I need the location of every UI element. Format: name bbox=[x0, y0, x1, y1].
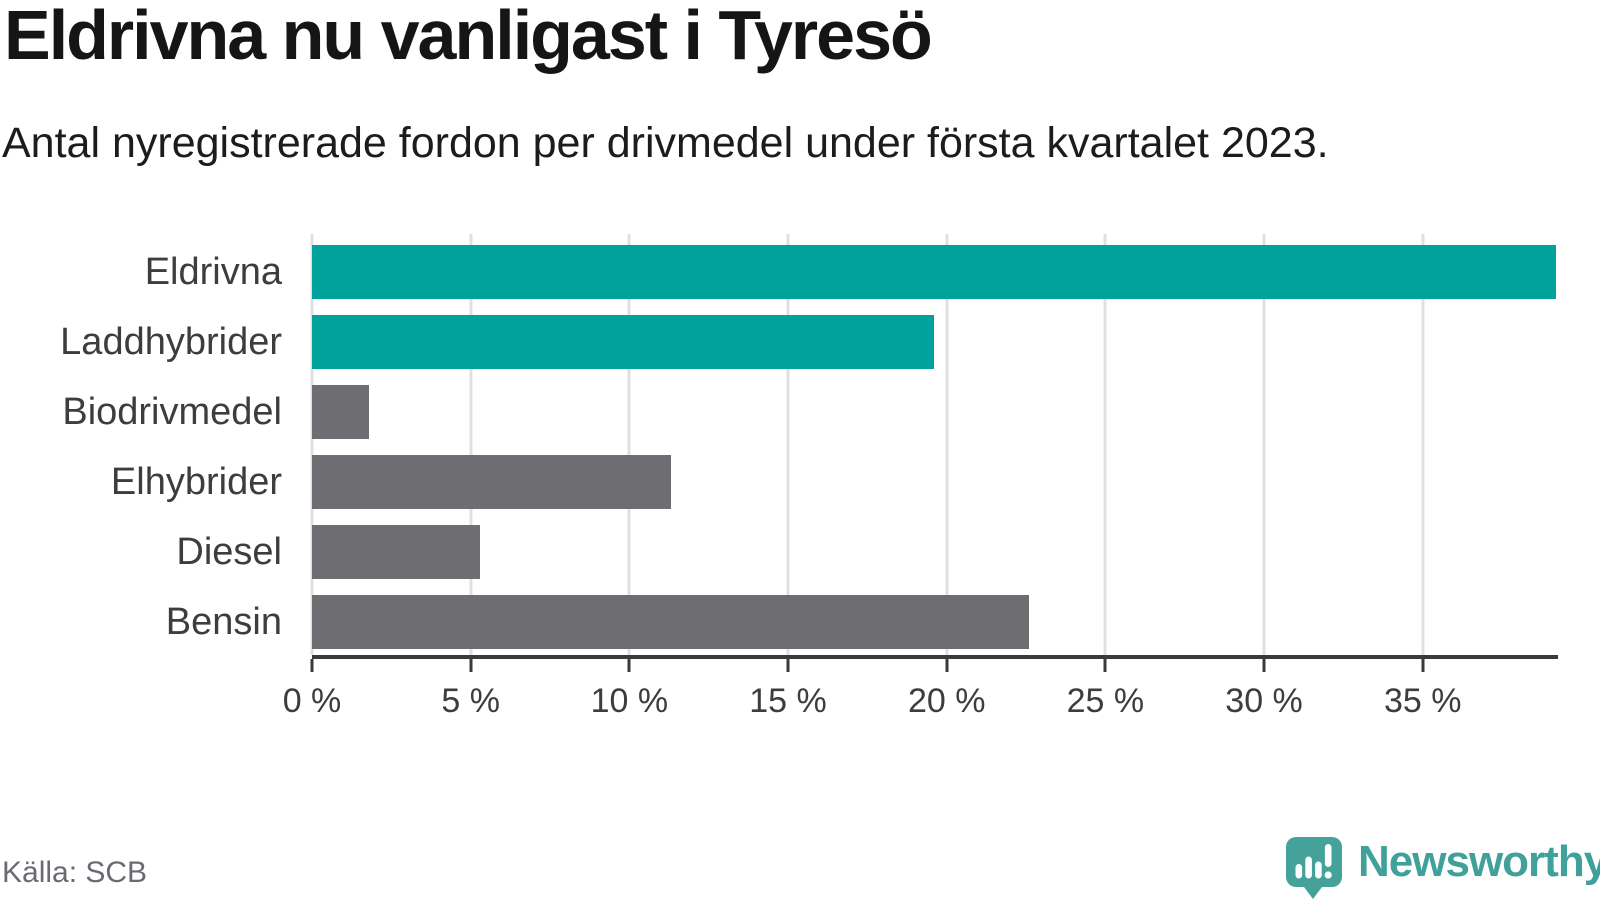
newsworthy-logo-icon bbox=[1286, 836, 1342, 900]
bar-eldrivna bbox=[312, 245, 1556, 299]
x-tick bbox=[1421, 659, 1425, 672]
x-tick bbox=[627, 659, 631, 672]
category-label: Laddhybrider bbox=[60, 321, 282, 363]
gridline bbox=[627, 234, 631, 655]
x-tick-label: 35 % bbox=[1383, 682, 1462, 720]
gridline bbox=[469, 234, 473, 655]
newsworthy-brand-text: Newsworthy bbox=[1358, 837, 1600, 886]
x-tick bbox=[1103, 659, 1107, 672]
x-tick bbox=[310, 659, 314, 672]
bar-biodrivmedel bbox=[312, 385, 370, 439]
chart-subtitle: Antal nyregistrerade fordon per drivmede… bbox=[2, 119, 1329, 167]
x-tick bbox=[469, 659, 473, 672]
gridline bbox=[786, 234, 790, 655]
x-tick-label: 25 % bbox=[1066, 682, 1145, 720]
x-tick bbox=[945, 659, 949, 672]
category-label: Eldrivna bbox=[144, 251, 282, 293]
category-label: Diesel bbox=[176, 531, 282, 573]
x-tick-label: 0 % bbox=[282, 682, 342, 720]
plot-area: Eldrivna Laddhybrider Biodrivmedel Elhybrid… bbox=[60, 234, 1558, 720]
x-tick-label: 30 % bbox=[1225, 682, 1303, 720]
bar-elhybrider bbox=[312, 455, 671, 509]
source-label: Källa: SCB bbox=[2, 856, 148, 889]
newsworthy-logo: Newsworthy bbox=[1286, 836, 1600, 900]
gridline bbox=[945, 234, 949, 655]
gridline bbox=[1421, 234, 1425, 655]
gridline bbox=[1262, 234, 1266, 655]
category-label: Biodrivmedel bbox=[62, 391, 282, 433]
x-tick-label: 15 % bbox=[749, 682, 827, 720]
bar-bensin bbox=[312, 595, 1030, 649]
bar-laddhybrider bbox=[312, 315, 934, 369]
x-tick-label: 20 % bbox=[907, 682, 986, 720]
x-tick bbox=[1262, 659, 1266, 672]
category-label: Bensin bbox=[165, 601, 282, 643]
gridline bbox=[310, 234, 314, 655]
category-label: Elhybrider bbox=[110, 461, 282, 503]
x-tick-label: 10 % bbox=[590, 682, 669, 720]
gridline bbox=[1103, 234, 1107, 655]
x-tick-label: 5 % bbox=[441, 682, 500, 720]
x-tick bbox=[786, 659, 790, 672]
chart-title: Eldrivna nu vanligast i Tyresö bbox=[4, 0, 933, 74]
x-axis-line bbox=[312, 655, 1558, 659]
bar-diesel bbox=[312, 525, 481, 579]
